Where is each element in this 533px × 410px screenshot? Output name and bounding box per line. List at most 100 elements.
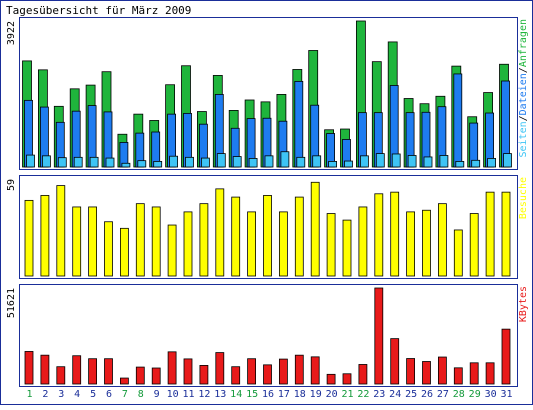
legend-visits: Besuche [518, 177, 529, 219]
bar-besuche-day-29 [469, 213, 479, 277]
x-tick-label-day-29: 29 [469, 389, 481, 400]
bar-besuche-day-16 [263, 195, 272, 277]
bar-seiten-day-3 [57, 157, 67, 168]
bar-besuche-day-9 [151, 206, 161, 277]
bar-besuche-day-22 [358, 206, 368, 277]
bar-besuche-day-5 [88, 206, 97, 277]
legend-bytes: KBytes [518, 286, 529, 322]
bar-kbytes-day-10 [167, 351, 177, 385]
bar-kbytes-day-31 [501, 328, 511, 385]
bar-besuche-day-11 [183, 211, 193, 277]
legend-entry-hits-4: Anfragen [518, 19, 529, 67]
bar-besuche-day-31 [501, 191, 511, 277]
bar-besuche-day-12 [199, 203, 209, 277]
x-tick-label-day-31: 31 [500, 389, 512, 400]
bar-kbytes-day-30 [485, 362, 495, 385]
bar-kbytes-day-15 [247, 358, 257, 385]
bar-besuche-day-13 [215, 188, 225, 277]
x-tick-label-day-27: 27 [437, 389, 449, 400]
x-tick-label-day-28: 28 [453, 389, 465, 400]
bar-kbytes-day-24 [390, 338, 400, 385]
bar-besuche-day-15 [247, 211, 257, 277]
x-tick-label-day-5: 5 [90, 389, 96, 400]
x-tick-label-day-21: 21 [341, 389, 353, 400]
bar-kbytes-day-1 [24, 351, 34, 385]
bar-kbytes-day-13 [215, 352, 225, 385]
x-tick-label-day-18: 18 [294, 389, 306, 400]
bar-seiten-day-1 [26, 154, 35, 168]
bar-seiten-day-18 [296, 156, 306, 168]
bar-kbytes-day-8 [135, 366, 145, 385]
x-tick-label-day-23: 23 [373, 389, 385, 400]
bar-seiten-day-23 [375, 153, 385, 168]
bar-kbytes-day-27 [437, 356, 447, 385]
bar-kbytes-day-5 [88, 358, 97, 385]
axis-max-label-hits: 3922 [6, 21, 17, 45]
x-tick-label-day-7: 7 [122, 389, 128, 400]
bar-kbytes-day-3 [56, 366, 66, 385]
bar-besuche-day-17 [278, 211, 288, 277]
bar-besuche-day-3 [56, 185, 66, 277]
axis-max-label-bytes: 51621 [6, 288, 17, 318]
bar-seiten-day-4 [73, 156, 83, 168]
bar-seiten-day-16 [264, 155, 274, 168]
legend-hits: Seiten/Dateien/Anfragen [518, 19, 529, 158]
x-tick-label-day-9: 9 [154, 389, 160, 400]
bar-besuche-day-1 [24, 199, 34, 277]
x-tick-label-day-15: 15 [246, 389, 258, 400]
bar-besuche-day-26 [422, 209, 431, 277]
bar-kbytes-day-2 [40, 354, 50, 385]
bar-seiten-day-27 [439, 155, 449, 168]
x-tick-label-day-17: 17 [278, 389, 290, 400]
legend-entry-hits-3: / [518, 67, 529, 73]
x-tick-label-day-2: 2 [42, 389, 48, 400]
bar-seiten-day-28 [455, 161, 465, 168]
bar-seiten-day-5 [89, 156, 99, 168]
bar-besuche-day-28 [453, 229, 463, 277]
axis-max-label-visits: 59 [6, 179, 17, 191]
bar-seiten-day-7 [121, 162, 131, 168]
bar-besuche-day-30 [485, 191, 495, 277]
bar-kbytes-day-17 [278, 358, 288, 385]
x-tick-label-day-10: 10 [167, 389, 179, 400]
bar-besuche-day-19 [310, 181, 320, 277]
bar-seiten-day-20 [328, 161, 338, 168]
bar-seiten-day-19 [312, 155, 322, 168]
x-tick-label-day-24: 24 [389, 389, 401, 400]
bar-besuche-day-18 [294, 196, 304, 277]
bar-dateien-day-18 [294, 80, 304, 168]
x-tick-label-day-13: 13 [214, 389, 226, 400]
bar-kbytes-day-16 [263, 364, 272, 385]
bar-seiten-day-10 [169, 155, 179, 168]
bar-kbytes-day-20 [326, 373, 336, 385]
bar-kbytes-day-7 [120, 377, 129, 385]
x-tick-label-day-8: 8 [138, 389, 144, 400]
bar-dateien-day-28 [453, 73, 463, 168]
x-tick-label-day-26: 26 [421, 389, 433, 400]
bar-seiten-day-2 [42, 155, 51, 168]
bar-besuche-day-6 [104, 221, 113, 277]
bar-seiten-day-21 [344, 160, 353, 168]
bar-besuche-day-8 [135, 203, 145, 277]
x-tick-label-day-30: 30 [485, 389, 497, 400]
chart-title: Tagesübersicht für März 2009 [6, 4, 191, 17]
x-tick-label-day-14: 14 [230, 389, 242, 400]
bar-seiten-day-29 [471, 159, 481, 168]
bar-seiten-day-14 [232, 156, 242, 168]
legend-entry-hits-0: Seiten [518, 121, 529, 157]
bar-seiten-day-6 [105, 157, 115, 168]
x-tick-label-day-12: 12 [198, 389, 210, 400]
bar-kbytes-day-28 [453, 367, 463, 385]
x-tick-label-day-6: 6 [106, 389, 112, 400]
bar-seiten-day-11 [185, 156, 194, 168]
bar-kbytes-day-29 [469, 362, 479, 385]
x-tick-label-day-3: 3 [58, 389, 64, 400]
bar-seiten-day-26 [423, 156, 433, 168]
bar-besuche-day-10 [167, 224, 177, 277]
bar-kbytes-day-22 [358, 364, 368, 385]
bar-besuche-day-25 [406, 211, 416, 277]
bar-kbytes-day-21 [342, 373, 352, 385]
bar-besuche-day-23 [374, 193, 384, 277]
